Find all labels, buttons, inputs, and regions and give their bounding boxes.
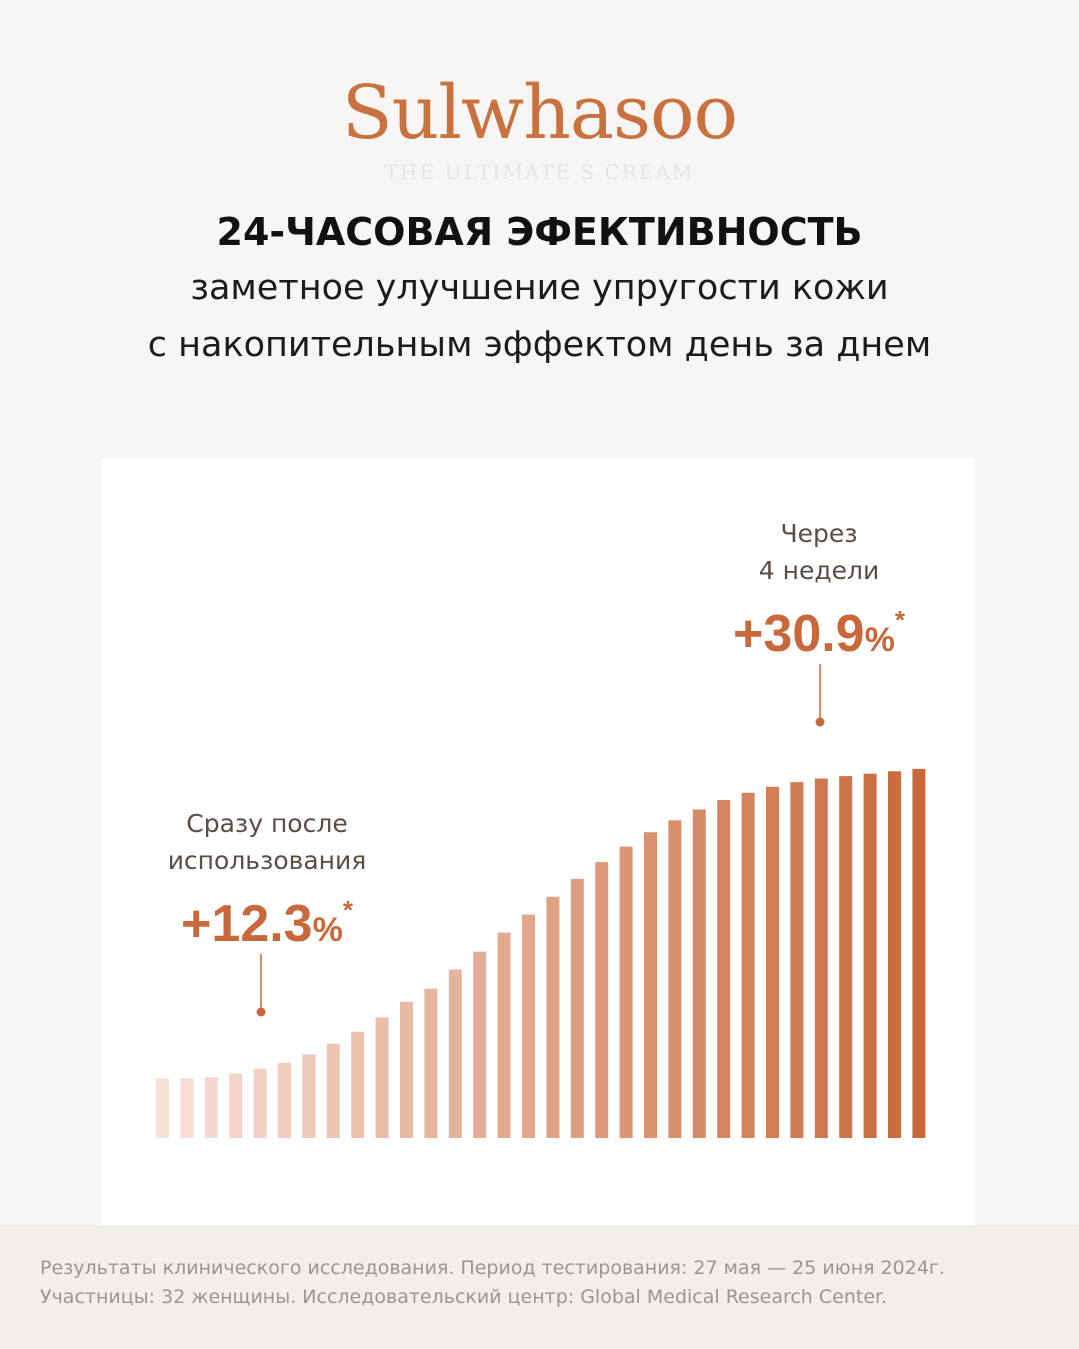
- page-title: 24-ЧАСОВАЯ ЭФЕКТИВНОСТЬ: [216, 210, 863, 254]
- elasticity-bar-chart: Сразу после использования +12.3%* Через …: [156, 519, 926, 1139]
- bars-group: [156, 768, 926, 1139]
- bar-16: [522, 914, 535, 1138]
- bar-11: [400, 1001, 413, 1138]
- brand-logo: Sulwhasoo: [341, 70, 738, 156]
- bar-19: [595, 862, 609, 1138]
- bar-15: [497, 932, 511, 1138]
- bar-6: [278, 1062, 291, 1139]
- bar-10: [375, 1017, 389, 1138]
- bar-26: [766, 786, 779, 1138]
- bar-1: [156, 1078, 169, 1138]
- annotation-four-weeks: Через 4 недели +30.9%*: [733, 519, 906, 727]
- bar-21: [644, 832, 657, 1138]
- subtitle-line-2: с накопительным эффектом день за днем: [147, 325, 932, 365]
- bar-5: [253, 1068, 267, 1138]
- annotation-four-weeks-label-line2: 4 недели: [759, 556, 879, 585]
- annotation-immediate-number: +12.3: [181, 895, 313, 953]
- bar-12: [424, 988, 438, 1138]
- bar-3: [204, 1077, 218, 1138]
- annotation-immediate-dot: [256, 1007, 266, 1017]
- bar-4: [229, 1073, 243, 1138]
- bar-20: [619, 846, 633, 1138]
- brand-tagline: THE ULTIMATE S CREAM: [384, 160, 695, 184]
- annotation-four-weeks-value: +30.9%*: [733, 605, 906, 663]
- bar-23: [692, 809, 706, 1138]
- bar-30: [863, 773, 877, 1138]
- annotation-four-weeks-label-line1: Через: [780, 519, 857, 548]
- bar-2: [180, 1078, 194, 1138]
- bar-28: [814, 778, 828, 1138]
- chart-card: Сразу после использования +12.3%* Через …: [101, 458, 975, 1248]
- bar-8: [326, 1043, 340, 1138]
- annotation-immediate: Сразу после использования +12.3%*: [168, 809, 367, 1017]
- bar-14: [473, 951, 487, 1138]
- bar-17: [546, 896, 560, 1138]
- annotation-immediate-label-line1: Сразу после: [186, 809, 347, 838]
- bar-22: [668, 820, 682, 1138]
- annotation-immediate-unit: %: [313, 911, 343, 949]
- annotation-immediate-label-line2: использования: [168, 846, 367, 875]
- bar-32: [912, 768, 926, 1138]
- bar-18: [570, 878, 584, 1138]
- annotation-immediate-mark: *: [343, 895, 354, 925]
- bar-13: [448, 969, 462, 1138]
- bar-27: [790, 782, 804, 1138]
- bar-24: [717, 800, 731, 1138]
- annotation-four-weeks-mark: *: [895, 605, 906, 635]
- bar-29: [839, 776, 853, 1138]
- footer-study-info: Результаты клинического исследования. Пе…: [40, 1257, 945, 1279]
- annotation-four-weeks-unit: %: [865, 621, 895, 659]
- bar-25: [741, 792, 755, 1138]
- annotation-four-weeks-dot: [815, 717, 825, 727]
- annotation-immediate-value: +12.3%*: [181, 895, 354, 953]
- subtitle-line-1: заметное улучшение упругости кожи: [190, 268, 889, 308]
- bar-31: [888, 771, 901, 1138]
- bar-7: [302, 1054, 316, 1138]
- bar-9: [351, 1031, 365, 1138]
- annotation-four-weeks-number: +30.9: [733, 605, 865, 663]
- footer: Результаты клинического исследования. Пе…: [0, 1225, 1079, 1349]
- footer-participants-info: Участницы: 32 женщины. Исследовательский…: [40, 1286, 888, 1308]
